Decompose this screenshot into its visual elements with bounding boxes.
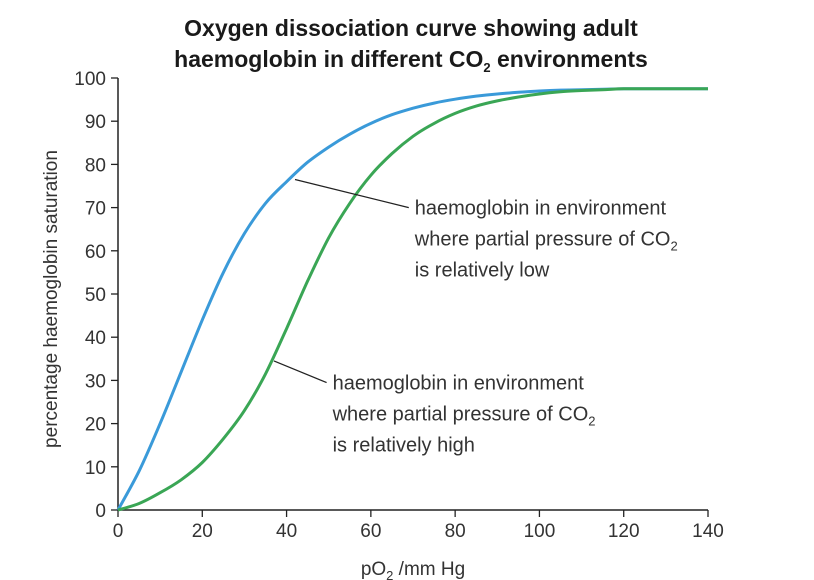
chart-axes: 0 10 20 30 40 50 60 70 80 90 100 0 20 40 60 80 100 120 140 [74, 69, 724, 542]
x-tick-label: 80 [445, 521, 466, 542]
y-axis-label: percentage haemoglobin saturation [41, 150, 62, 448]
y-tick-label: 10 [85, 458, 106, 479]
annotation-high-co2-text: where partial pressure of CO2 [332, 404, 596, 429]
y-tick-label: 0 [95, 501, 106, 522]
title-line: haemoglobin in different CO2 environment… [174, 46, 648, 75]
annotation-leader-line [273, 360, 327, 384]
y-tick-label: 80 [85, 155, 106, 176]
annotation-low-co2-text: is relatively low [415, 260, 550, 282]
title-line: Oxygen dissociation curve showing adult [184, 15, 638, 41]
y-tick-label: 60 [85, 242, 106, 263]
annotation-high-co2-text: is relatively high [333, 435, 475, 457]
annotation-high-co2-text: haemoglobin in environment [333, 373, 585, 395]
x-tick-label: 60 [360, 521, 381, 542]
chart-title: Oxygen dissociation curve showing adult h… [174, 15, 648, 75]
x-tick-label: 120 [608, 521, 640, 542]
x-axis-label: pO2 /mm Hg [361, 559, 465, 580]
x-tick-label: 0 [113, 521, 124, 542]
y-tick-label: 90 [85, 112, 106, 133]
annotation-low-co2-text: haemoglobin in environment [415, 198, 667, 220]
x-tick-label: 40 [276, 521, 297, 542]
y-tick-label: 40 [85, 328, 106, 349]
y-tick-label: 100 [74, 69, 106, 90]
axis-labels: pO2 /mm Hg percentage haemoglobin saturat… [41, 150, 465, 580]
x-tick-label: 140 [692, 521, 724, 542]
x-tick-label: 100 [524, 521, 556, 542]
chart-series [116, 87, 708, 512]
annotation-leader-line [294, 178, 409, 209]
y-tick-label: 20 [85, 415, 106, 436]
x-tick-label: 20 [192, 521, 213, 542]
y-tick-label: 50 [85, 285, 106, 306]
y-tick-label: 30 [85, 371, 106, 392]
annotation-low-co2-text: where partial pressure of CO2 [414, 229, 678, 254]
chart-annotations: haemoglobin in environment where partial … [273, 178, 678, 457]
high-co2-curve [117, 87, 708, 512]
y-tick-label: 70 [85, 199, 106, 220]
